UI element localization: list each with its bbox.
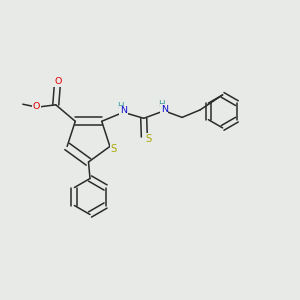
Text: O: O — [54, 77, 61, 86]
Text: S: S — [110, 144, 117, 154]
Text: N: N — [160, 105, 168, 114]
Text: N: N — [120, 106, 127, 115]
Text: H: H — [158, 100, 165, 109]
Text: O: O — [33, 102, 40, 111]
Text: S: S — [145, 134, 152, 144]
Text: H: H — [118, 102, 124, 111]
